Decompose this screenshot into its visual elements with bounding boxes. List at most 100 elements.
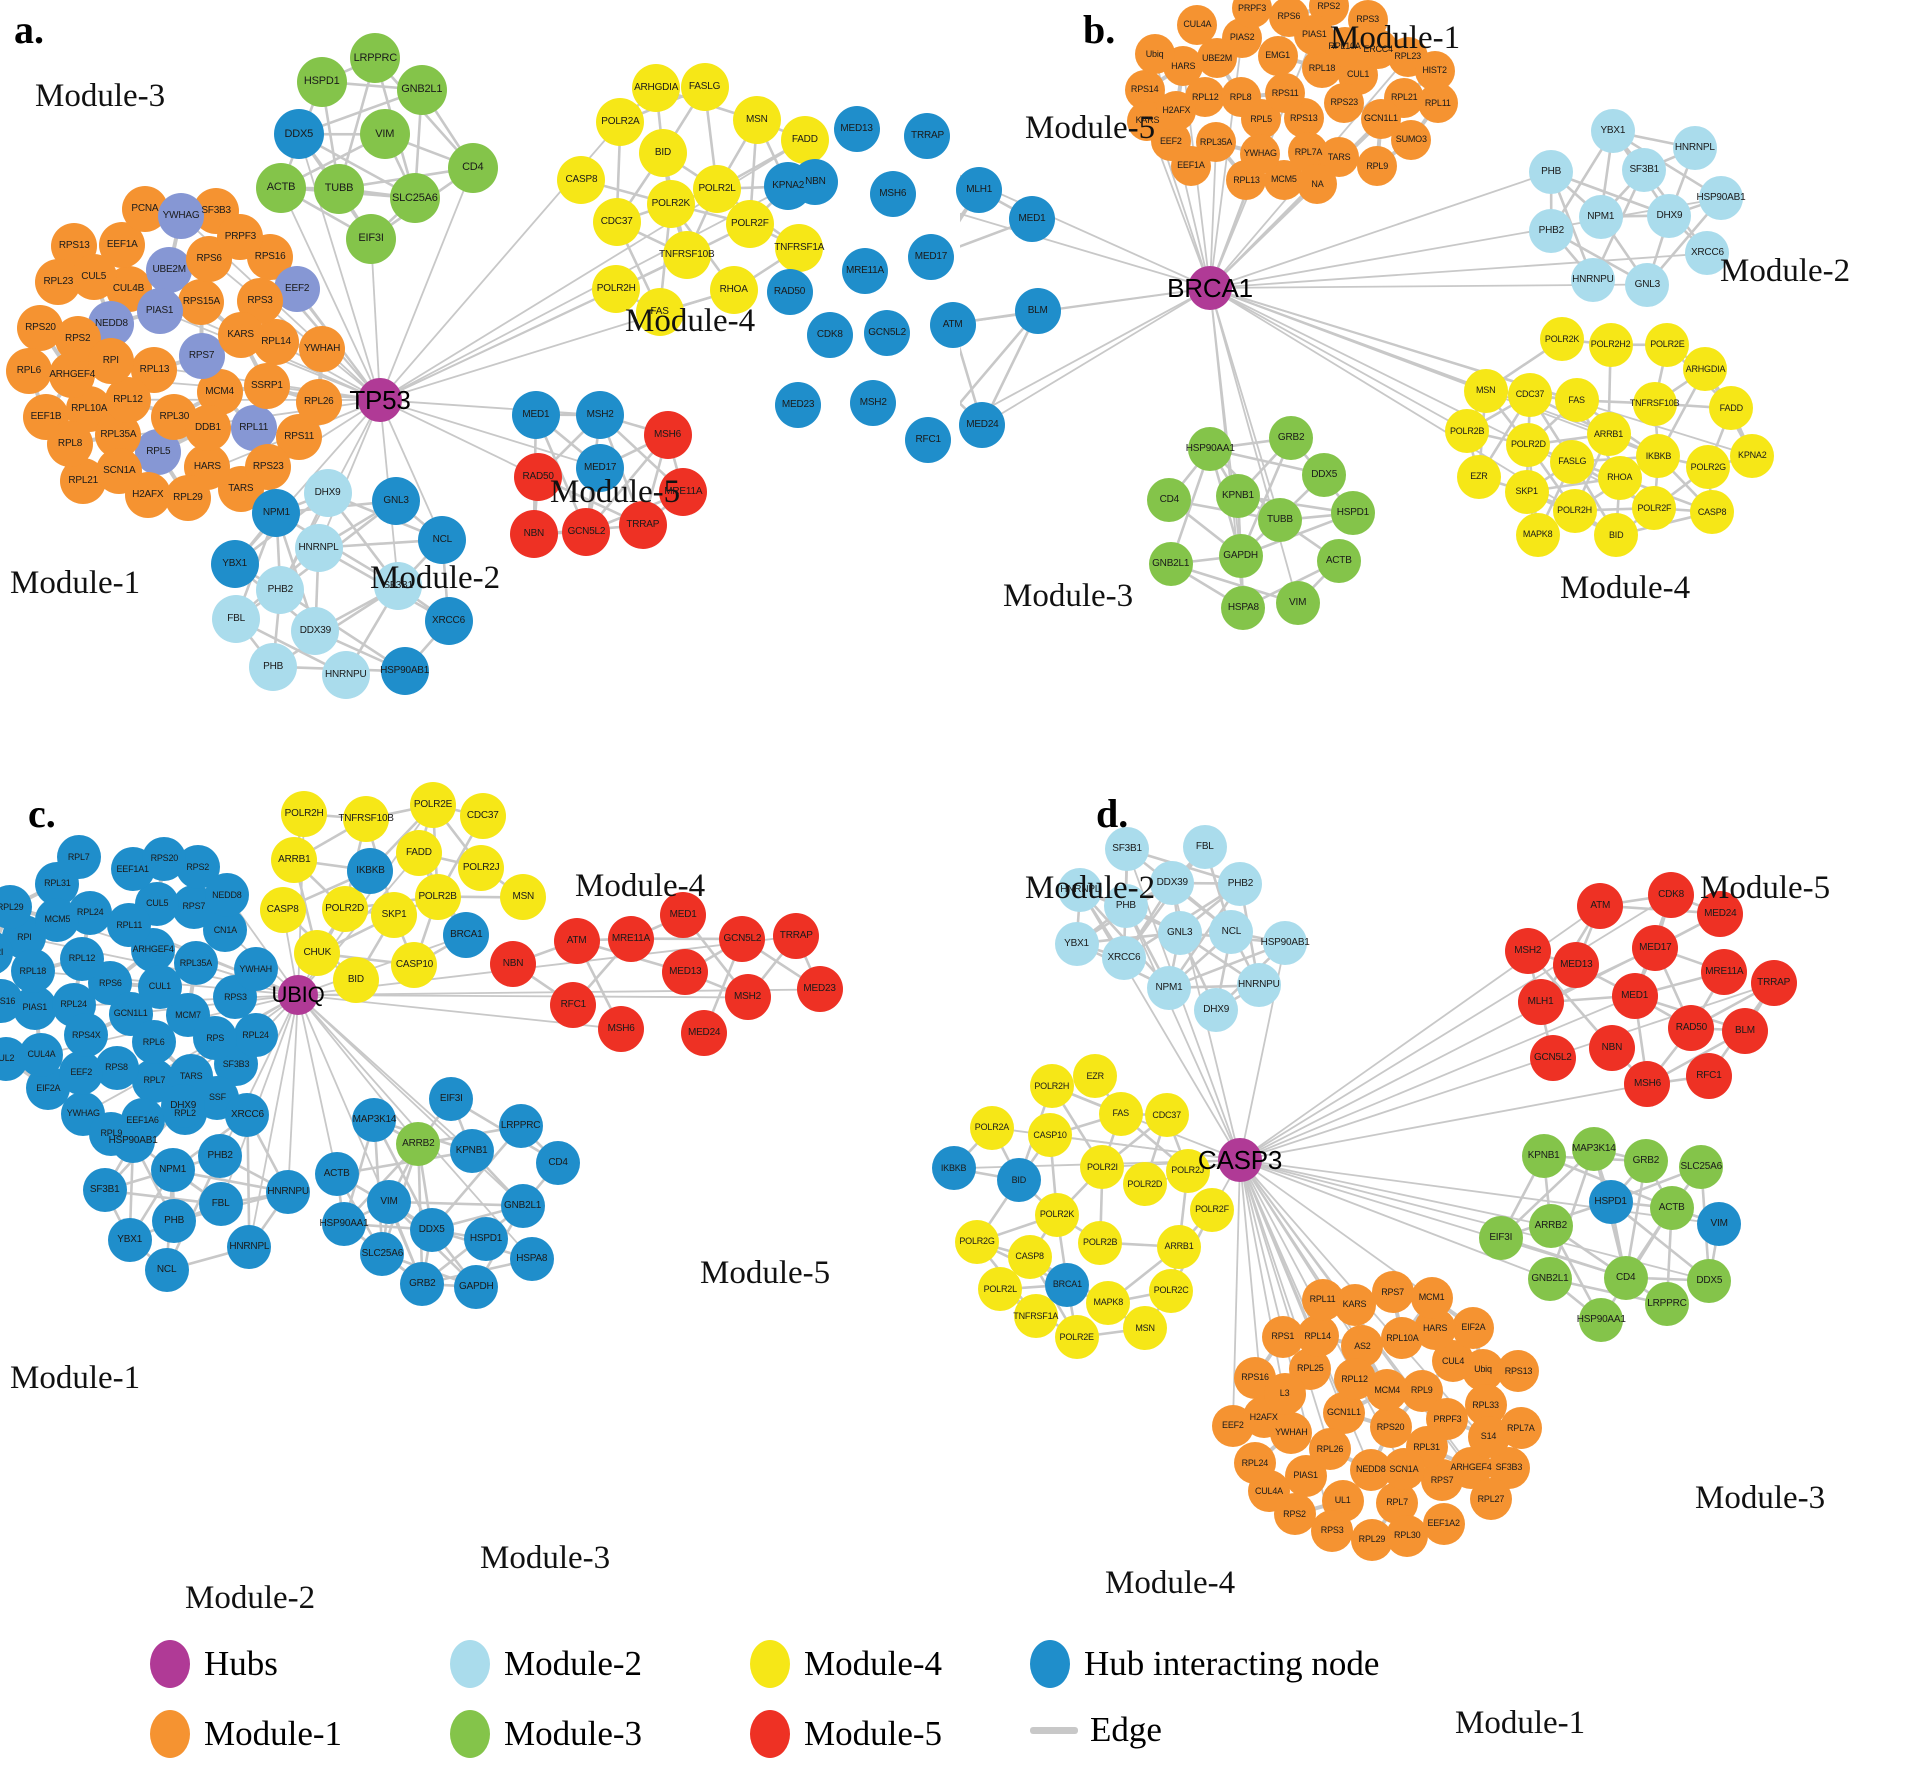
network-node[interactable]: GNL3	[1625, 262, 1670, 307]
network-node[interactable]: DDX5	[273, 109, 324, 160]
network-node[interactable]: FAS	[635, 288, 684, 337]
network-node[interactable]: BID	[996, 1158, 1041, 1203]
network-node[interactable]: HSP90AA1	[320, 1201, 369, 1246]
network-node[interactable]: VIM	[1697, 1202, 1742, 1246]
network-node[interactable]: CASP8	[1690, 490, 1735, 535]
network-node[interactable]: MRE11A	[607, 915, 654, 962]
network-node[interactable]: RPL18	[10, 949, 55, 994]
network-node[interactable]: NBN	[490, 940, 536, 987]
network-node[interactable]: RPS20	[1369, 1406, 1412, 1449]
network-node[interactable]: H2AFX	[1156, 90, 1197, 131]
network-node[interactable]: SSRP1	[243, 363, 290, 410]
network-node[interactable]: BID	[332, 956, 379, 1003]
network-node[interactable]: SLC25A6	[389, 173, 440, 223]
network-node[interactable]: ARRB1	[1157, 1224, 1202, 1269]
network-node[interactable]: CD4	[536, 1140, 581, 1185]
network-node[interactable]: GNB2L1	[396, 64, 447, 115]
network-node[interactable]: CD4	[1603, 1255, 1648, 1300]
network-node[interactable]: HSPD1	[1330, 491, 1375, 536]
network-node[interactable]: RPL11	[107, 903, 152, 948]
network-node[interactable]: MED23	[775, 381, 822, 428]
network-node[interactable]: NPM1	[1146, 965, 1191, 1010]
network-node[interactable]: DDX39	[291, 607, 340, 656]
network-node[interactable]: MSN	[732, 96, 781, 145]
network-node[interactable]: YBX1	[107, 1217, 152, 1262]
network-node[interactable]: HNRNPL	[1672, 126, 1717, 171]
network-node[interactable]: FBL	[212, 594, 261, 643]
network-node[interactable]: HSPD1	[464, 1217, 509, 1262]
network-node[interactable]: CASP10	[391, 941, 438, 988]
network-node[interactable]: RFC1	[550, 981, 597, 1028]
network-node[interactable]: POLR2K	[1035, 1192, 1080, 1237]
network-node[interactable]: IKBKB	[1636, 434, 1681, 479]
network-node[interactable]: KARS	[217, 312, 264, 359]
network-node[interactable]: KPNA2	[1730, 433, 1775, 478]
network-node[interactable]: RPS2	[1273, 1493, 1316, 1536]
network-node[interactable]: RPL6	[5, 348, 52, 395]
network-node[interactable]: RPL30	[1386, 1514, 1429, 1557]
network-node[interactable]: RPL8	[1220, 77, 1261, 118]
network-node[interactable]: RPL7	[56, 835, 101, 880]
network-node[interactable]: GCN5L2	[1529, 1035, 1576, 1082]
network-node[interactable]: MSH6	[1624, 1061, 1671, 1108]
network-node[interactable]: RFC1	[905, 417, 952, 464]
network-node[interactable]: ERCC4	[1358, 29, 1399, 70]
network-node[interactable]: RPS20	[142, 836, 187, 881]
network-node[interactable]: MSN	[500, 874, 547, 921]
network-node[interactable]: POLR2H2	[1588, 322, 1633, 367]
network-node[interactable]: FADD	[780, 115, 829, 164]
network-node[interactable]: EEF2	[59, 1050, 104, 1095]
network-node[interactable]: CASP8	[557, 155, 606, 204]
network-node[interactable]: ARRB2	[1528, 1204, 1573, 1249]
network-node[interactable]: HSP90AB1	[1696, 176, 1746, 221]
network-node[interactable]: MLH1	[956, 167, 1003, 214]
network-node[interactable]: SF3B1	[374, 562, 423, 611]
network-node[interactable]: UBE2M	[1197, 38, 1238, 79]
network-node[interactable]: RPL24	[233, 1013, 278, 1058]
network-node[interactable]: RPL26	[295, 378, 342, 425]
network-node[interactable]: POLR2B	[1078, 1220, 1123, 1265]
network-node[interactable]: EEF1A2	[1422, 1502, 1465, 1545]
network-node[interactable]: MED24	[1697, 890, 1744, 937]
network-node[interactable]: YWHAG	[1240, 133, 1281, 174]
network-node[interactable]: KPNB1	[1215, 473, 1260, 518]
network-node[interactable]: GNL3	[372, 476, 421, 525]
network-node[interactable]: SF3B1	[1622, 147, 1667, 192]
network-node[interactable]: XRCC6	[1685, 231, 1730, 276]
network-node[interactable]: HNRNPL	[227, 1225, 272, 1270]
network-node[interactable]: POLR2C	[1149, 1268, 1194, 1313]
network-node[interactable]: KPNB1	[449, 1129, 494, 1174]
network-node[interactable]: MAPK8	[1515, 512, 1560, 557]
network-node[interactable]: IKBKB	[347, 847, 394, 894]
network-node[interactable]: GNB2L1	[1527, 1256, 1572, 1301]
network-node[interactable]: SUMO3	[1391, 119, 1432, 160]
network-node[interactable]: NCL	[144, 1248, 189, 1293]
hub-node[interactable]: BRCA1	[1167, 266, 1253, 310]
network-node[interactable]: CUL4A	[1177, 4, 1218, 45]
network-node[interactable]: MED1	[1008, 196, 1055, 243]
network-node[interactable]: CUL4A	[19, 1032, 64, 1077]
network-node[interactable]: RPS6	[1268, 0, 1309, 37]
network-node[interactable]: POLR2F	[1632, 486, 1677, 531]
network-node[interactable]: MCM5	[35, 897, 80, 942]
network-node[interactable]: MSN	[1463, 368, 1508, 413]
network-node[interactable]: YBX1	[210, 540, 259, 589]
network-node[interactable]: TRRAP	[1750, 960, 1797, 1007]
network-node[interactable]: SCN1A	[96, 447, 143, 494]
hub-node[interactable]: CASP3	[1198, 1138, 1282, 1182]
network-node[interactable]: PHB2	[1218, 861, 1263, 906]
network-node[interactable]: HSPD1	[296, 56, 347, 107]
network-node[interactable]: YBX1	[1590, 109, 1635, 154]
network-node[interactable]: GRB2	[1623, 1139, 1668, 1184]
network-node[interactable]: MRE11A	[841, 247, 888, 294]
network-node[interactable]: DDX5	[409, 1207, 454, 1252]
network-node[interactable]: GCN5L2	[719, 915, 766, 962]
network-node[interactable]: NPM1	[1578, 194, 1623, 239]
network-node[interactable]: TNFRSF10B	[1630, 381, 1680, 426]
network-node[interactable]: POLR2H	[592, 265, 641, 314]
network-node[interactable]: SKP1	[371, 892, 418, 939]
network-node[interactable]: RPL27	[1469, 1478, 1512, 1521]
network-node[interactable]: RAD50	[766, 269, 813, 316]
network-node[interactable]: SF3B1	[82, 1168, 127, 1213]
network-node[interactable]: CDC37	[1144, 1093, 1189, 1138]
